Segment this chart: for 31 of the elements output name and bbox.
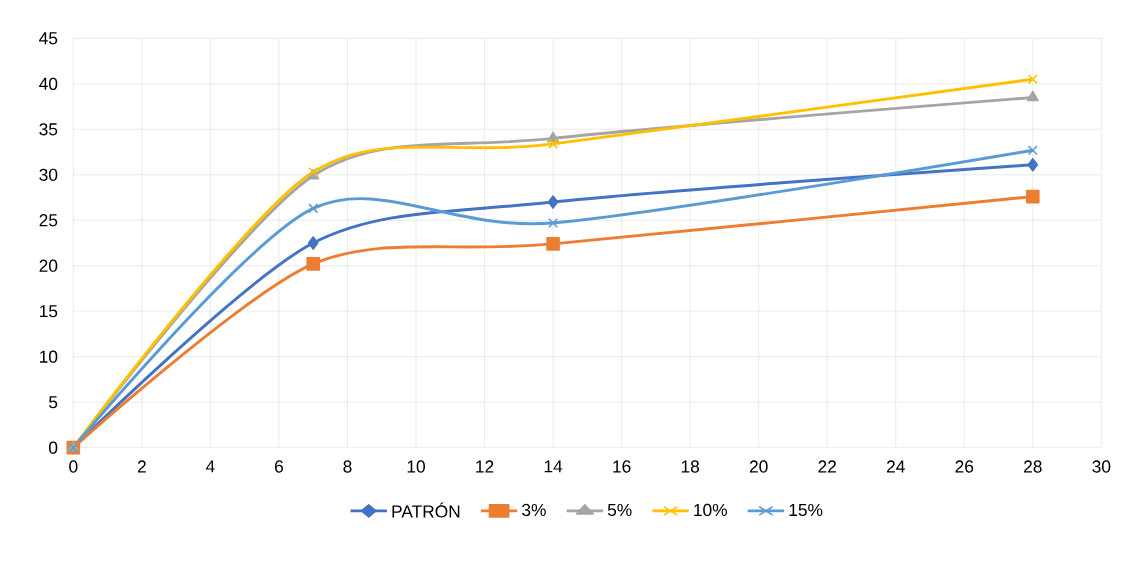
x-tick-label: 18 — [681, 460, 700, 473]
x-tick-label: 8 — [343, 460, 352, 473]
legend-label: 3% — [522, 503, 546, 517]
legend-label: 15% — [789, 503, 823, 517]
y-tick-label: 45 — [39, 32, 58, 45]
legend-label: 5% — [607, 503, 632, 517]
y-tick-label: 15 — [40, 305, 58, 318]
y-tick-label: 25 — [39, 214, 58, 227]
y-tick-label: 0 — [48, 441, 58, 454]
x-tick-label: 6 — [275, 460, 284, 473]
y-tick-label: 30 — [39, 168, 58, 181]
legend-label: 10% — [694, 503, 727, 517]
y-tick-label: 40 — [39, 77, 58, 90]
x-tick-label: 10 — [407, 460, 425, 473]
x-tick-label: 14 — [544, 460, 563, 473]
x-tick-label: 26 — [955, 460, 974, 473]
x-tick-label: 24 — [886, 460, 905, 473]
x-tick-label: 30 — [1092, 460, 1111, 473]
x-tick-label: 0 — [69, 460, 78, 473]
y-tick-label: 20 — [39, 259, 58, 272]
x-tick-label: 22 — [818, 460, 836, 473]
y-tick-label: 10 — [40, 350, 58, 363]
x-tick-label: 28 — [1024, 460, 1042, 473]
x-tick-label: 20 — [749, 460, 768, 473]
x-tick-label: 2 — [137, 460, 146, 473]
x-tick-label: 12 — [476, 460, 494, 473]
x-tick-label: 16 — [613, 460, 631, 473]
x-tick-label: 4 — [205, 460, 215, 473]
y-tick-label: 5 — [49, 396, 58, 409]
y-tick-label: 35 — [39, 123, 58, 136]
legend-label: PATRÓN — [392, 502, 460, 518]
